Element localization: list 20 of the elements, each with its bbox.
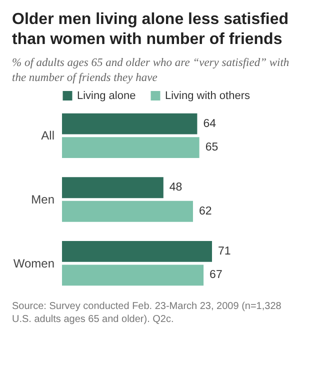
data-label: 48 xyxy=(169,182,182,194)
chart-subtitle: % of adults ages 65 and older who are “very satisfied” with the number of friends they have xyxy=(12,56,290,86)
data-label: 64 xyxy=(203,118,217,130)
y-tick-label: Men xyxy=(31,192,54,206)
data-label: 62 xyxy=(198,205,212,218)
bar xyxy=(62,113,198,134)
y-tick-label: All xyxy=(41,128,54,143)
bar xyxy=(62,264,204,286)
chart-title: Older men living alone less satisfied than women with number of friends xyxy=(12,10,290,50)
data-label: 67 xyxy=(210,269,222,282)
bar xyxy=(62,240,212,262)
legend-label: Living alone xyxy=(77,90,136,102)
data-label: 71 xyxy=(218,245,231,258)
legend-label: Living with others xyxy=(165,90,250,102)
y-tick-label: Women xyxy=(13,256,54,270)
data-label: 65 xyxy=(205,141,218,154)
bar xyxy=(62,177,164,198)
bar xyxy=(62,137,200,158)
source-note: Source: Survey conducted Feb. 23-March 23, 2009 (n=1,328 U.S. adults ages 65 and older). Q2c. xyxy=(12,300,282,326)
bar xyxy=(62,200,193,222)
